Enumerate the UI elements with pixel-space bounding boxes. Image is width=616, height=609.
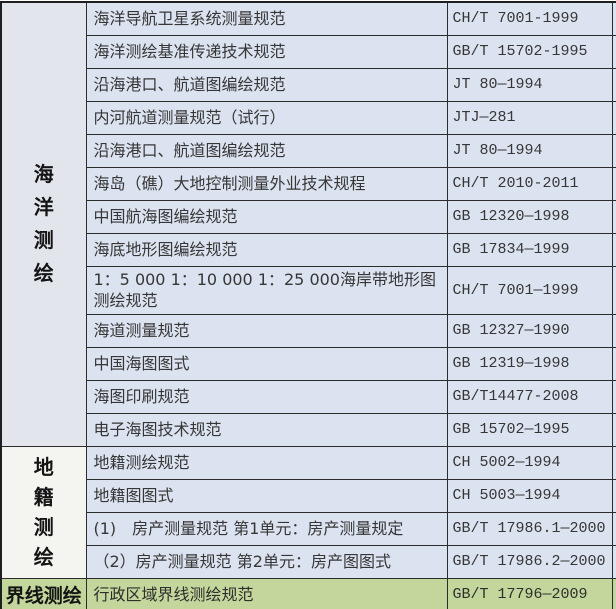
standard-code-cell: GB 15702—1995 [446, 412, 613, 447]
standard-name-cell: 海图印刷规范 [85, 379, 448, 414]
table-row: 界线测绘 行政区域界线测绘规范 GB/T 17796—2009 [0, 577, 616, 609]
cutoff-cell [611, 445, 616, 480]
table-row: 中国海图图式 GB 12319—1998 [1, 346, 616, 381]
table-row: 海图印刷规范 GB/T14477-2008 [1, 379, 616, 414]
cutoff-cell [611, 412, 616, 447]
standard-code-cell: JT 80—1994 [446, 67, 613, 102]
table-row: （2）房产测量规范 第2单元：房产图图式 GB/T 17986.2—2000 [1, 544, 616, 579]
table-row: (1) 房产测量规范 第1单元：房产测量规定 GB/T 17986.1—2000 [1, 511, 616, 546]
standard-name-cell: 海道测量规范 [85, 313, 448, 348]
standard-code-cell: GB 12327—1990 [446, 313, 613, 348]
standard-name-cell: 中国航海图编绘规范 [85, 199, 448, 234]
standard-name-cell: 电子海图技术规范 [85, 412, 448, 447]
group-header-cell-cadastral: 地籍测绘 [0, 445, 87, 579]
standard-code-cell: GB 17834—1999 [446, 232, 613, 267]
cutoff-cell [611, 166, 616, 201]
standard-code-cell: GB/T14477-2008 [446, 379, 613, 414]
group-label: 地籍测绘 [33, 455, 54, 569]
standard-code-cell: CH/T 7001-1999 [446, 1, 613, 36]
standard-code-cell: GB/T 17986.2—2000 [446, 544, 613, 579]
standard-code-cell: CH/T 2010-2011 [446, 166, 613, 201]
standard-code-cell: GB 12319—1998 [446, 346, 613, 381]
cutoff-cell [611, 346, 616, 381]
group-header-cell-boundary: 界线测绘 [0, 577, 87, 609]
standard-name-cell: 1：5 000 1：10 000 1：25 000海岸带地形图测绘规范 [85, 265, 448, 315]
standard-code-cell: GB/T 17986.1—2000 [446, 511, 613, 546]
cutoff-cell [611, 100, 616, 135]
table-row: 内河航道测量规范（试行） JTJ—281 [1, 100, 616, 135]
table-row: 海底地形图编绘规范 GB 17834—1999 [1, 232, 616, 267]
cutoff-cell [611, 313, 616, 348]
standard-code-cell: GB 12320—1998 [446, 199, 613, 234]
standard-name-cell: 海岛（礁）大地控制测量外业技术规程 [85, 166, 448, 201]
standard-name-cell: 地籍测绘规范 [85, 445, 448, 480]
standard-code-cell: CH/T 7001—1999 [446, 265, 613, 315]
standard-name-cell: 中国海图图式 [85, 346, 448, 381]
standard-name-cell: 内河航道测量规范（试行） [85, 100, 448, 135]
standard-name-cell: 海洋导航卫星系统测量规范 [85, 1, 448, 36]
table-row: 1：5 000 1：10 000 1：25 000海岸带地形图测绘规范 CH/T… [1, 265, 616, 315]
table-row: 电子海图技术规范 GB 15702—1995 [1, 412, 616, 447]
cutoff-cell [611, 199, 616, 234]
cutoff-cell [611, 232, 616, 267]
table-row: 地籍测绘 地籍测绘规范 CH 5002—1994 [0, 445, 616, 579]
standard-code-cell: CH 5002—1994 [446, 445, 613, 480]
table-row: 海岛（礁）大地控制测量外业技术规程 CH/T 2010-2011 [1, 166, 616, 201]
table-row: 沿海港口、航道图编绘规范 JT 80—1994 [1, 67, 616, 102]
table-row: 海道测量规范 GB 12327—1990 [1, 313, 616, 348]
table-row: 海洋测绘基准传递技术规范 GB/T 15702-1995 [1, 34, 616, 69]
standard-code-cell: CH 5003—1994 [446, 478, 613, 513]
standard-code-cell: JT 80—1994 [446, 133, 613, 168]
standard-name-cell: （2）房产测量规范 第2单元：房产图图式 [85, 544, 448, 579]
group-label: 海洋测绘 [33, 162, 54, 286]
standard-name-cell: 行政区域界线测绘规范 [85, 577, 448, 609]
cutoff-cell [611, 34, 616, 69]
standard-name-cell: 地籍图图式 [85, 478, 448, 513]
standard-name-cell: 海洋测绘基准传递技术规范 [85, 34, 448, 69]
table-row: 沿海港口、航道图编绘规范 JT 80—1994 [1, 133, 616, 168]
standard-code-cell: JTJ—281 [446, 100, 613, 135]
table-row: 地籍图图式 CH 5003—1994 [1, 478, 616, 513]
standard-name-cell: (1) 房产测量规范 第1单元：房产测量规定 [85, 511, 448, 546]
cutoff-cell [611, 1, 616, 36]
cutoff-cell [611, 577, 616, 609]
standard-code-cell: GB/T 17796—2009 [446, 577, 613, 609]
standard-name-cell: 沿海港口、航道图编绘规范 [85, 67, 448, 102]
table-row: 海洋测绘 海洋导航卫星系统测量规范 CH/T 7001-1999 [0, 1, 616, 447]
standard-name-cell: 海底地形图编绘规范 [85, 232, 448, 267]
table-row: 中国航海图编绘规范 GB 12320—1998 [1, 199, 616, 234]
cutoff-cell [611, 478, 616, 513]
cutoff-cell [611, 544, 616, 579]
cutoff-cell [611, 67, 616, 102]
standard-code-cell: GB/T 15702-1995 [446, 34, 613, 69]
cutoff-cell [611, 379, 616, 414]
group-header-cell-marine: 海洋测绘 [0, 1, 87, 447]
cutoff-cell [611, 265, 616, 315]
cutoff-cell [611, 511, 616, 546]
cutoff-cell [611, 133, 616, 168]
standard-name-cell: 沿海港口、航道图编绘规范 [85, 133, 448, 168]
